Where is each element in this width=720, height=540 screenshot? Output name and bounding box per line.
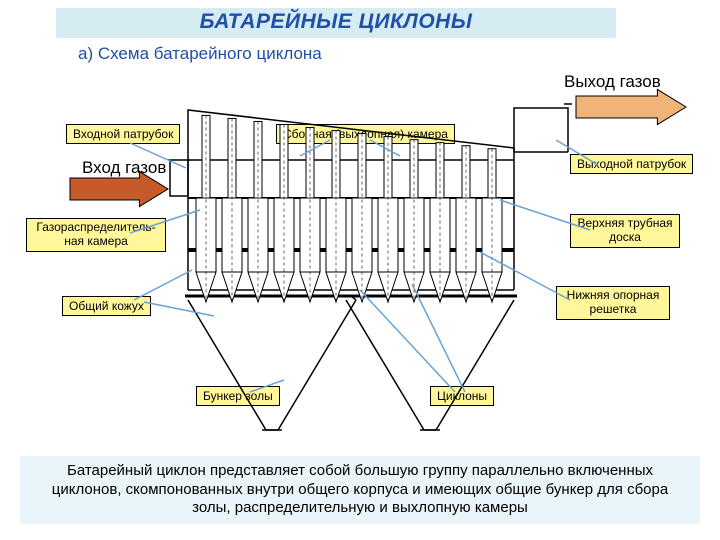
footer-description: Батарейный циклон представляет собой бол… [20,456,700,524]
